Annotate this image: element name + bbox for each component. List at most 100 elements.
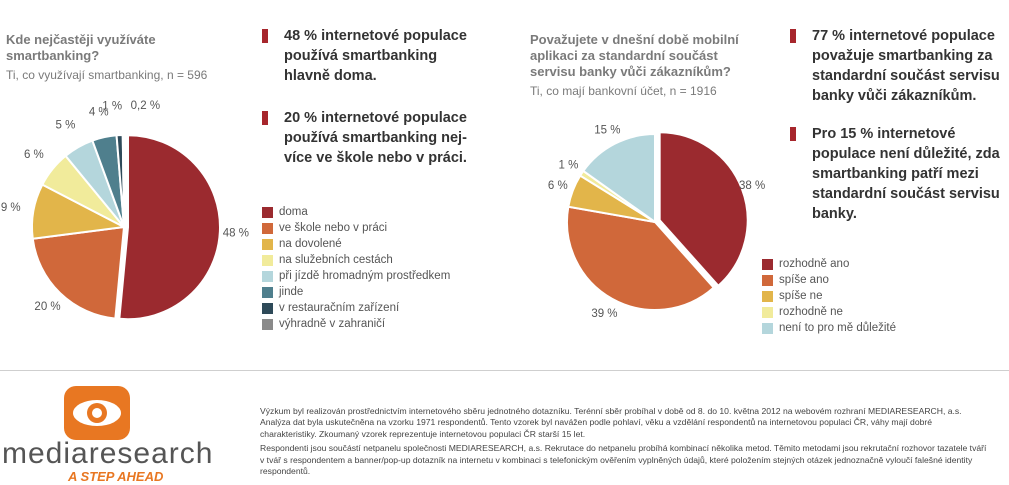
right-pie-chart: 38 % 39 % 6 % 1 % 15 % <box>548 125 765 320</box>
highlight-line: 77 % internetové populace <box>812 28 995 44</box>
legend-swatch <box>262 286 273 298</box>
legend-item: doma <box>262 204 450 220</box>
pie-data-label: 9 % <box>1 202 21 214</box>
highlight-line: používá smartbanking <box>284 48 438 64</box>
legend-swatch <box>262 270 273 282</box>
footer-line: v tvář s respondentem a banner/pop-up do… <box>260 454 973 465</box>
legend-item: na dovolené <box>262 236 450 252</box>
legend-label: výhradně v zahraničí <box>279 318 386 330</box>
legend-swatch <box>762 274 773 286</box>
right-title-line: Považujete v dnešní době mobilní <box>530 32 739 47</box>
legend-swatch <box>762 306 773 318</box>
legend-label: spíše ano <box>779 274 829 286</box>
left-highlight-1: 48 % internetové populace používá smartb… <box>262 26 502 86</box>
pie-data-label: 0,2 % <box>131 100 160 112</box>
legend-swatch <box>262 238 273 250</box>
highlight-marker <box>262 111 268 125</box>
legend-label: jinde <box>279 286 304 298</box>
footer-methodology: Výzkum byl realizován prostřednictvím in… <box>260 406 1000 477</box>
highlight-line: populace není důležité, zda <box>812 146 1000 162</box>
legend-label: ve škole nebo v práci <box>279 222 388 234</box>
highlight-line: smartbanking patří mezi <box>812 166 979 182</box>
legend-label: na dovolené <box>279 238 342 250</box>
highlight-line: 48 % internetové populace <box>284 28 467 44</box>
pie-data-label: 1 % <box>102 101 122 113</box>
legend-item: v restauračním zařízení <box>262 300 450 316</box>
highlight-marker <box>262 29 268 43</box>
highlight-line: považuje smartbanking za <box>812 48 993 64</box>
brand-tagline: A STEP AHEAD <box>68 469 164 484</box>
right-chart-subtitle: Ti, co mají bankovní účet, n = 1916 <box>530 84 717 98</box>
pie-slice <box>581 132 656 224</box>
legend-label: není to pro mě důležité <box>779 322 896 334</box>
pie-data-label: 20 % <box>34 301 60 313</box>
legend-label: v restauračním zařízení <box>279 302 400 314</box>
legend-label: spíše ne <box>779 290 823 302</box>
highlight-line: Pro 15 % internetové <box>812 126 956 142</box>
pie-data-label: 15 % <box>594 125 620 137</box>
pie-data-label: 6 % <box>24 149 44 161</box>
right-highlight-1: 77 % internetové populace považuje smart… <box>790 26 1005 106</box>
legend-swatch <box>262 318 273 330</box>
legend-label: rozhodně ne <box>779 306 843 318</box>
highlight-line: banky vůči zákazníkům. <box>812 88 977 104</box>
legend-item: při jízdě hromadným prostředkem <box>262 268 450 284</box>
right-chart-title: Považujete v dnešní době mobilní aplikac… <box>530 32 739 80</box>
legend-item: ve škole nebo v práci <box>262 220 450 236</box>
pie-data-label: 4 % <box>89 107 109 119</box>
highlight-line: standardní součást servisu <box>812 68 1000 84</box>
left-highlight-2: 20 % internetové populace používá smartb… <box>262 108 502 168</box>
legend-item: výhradně v zahraničí <box>262 316 450 332</box>
highlight-marker <box>790 29 796 43</box>
left-legend: doma ve škole nebo v práci na dovolené na s… <box>262 204 450 332</box>
footer-line: charakteristiky. Zkoumaný vzorek repreze… <box>260 428 586 439</box>
right-highlight-2: Pro 15 % internetové populace není důlež… <box>790 124 1005 224</box>
legend-item: rozhodně ne <box>762 304 896 320</box>
legend-swatch <box>262 302 273 314</box>
legend-item: není to pro mě důležité <box>762 320 896 336</box>
pie-slice <box>658 131 749 288</box>
left-title-line: Kde nejčastěji využíváte <box>6 32 156 47</box>
legend-item: jinde <box>262 284 450 300</box>
highlight-line: banky. <box>812 206 857 222</box>
legend-label: rozhodně ano <box>779 258 850 270</box>
legend-swatch <box>262 206 273 218</box>
left-pie-chart: 48 % 20 % 9 % 6 % 5 % 4 %1 % 0,2 % <box>1 100 249 321</box>
right-title-line: aplikaci za standardní součást <box>530 48 718 63</box>
footer-line: Výzkum byl realizován prostřednictvím in… <box>260 406 962 416</box>
brand-wordmark: mediaresearch <box>2 437 214 470</box>
right-legend: rozhodně ano spíše ano spíše ne rozhodně ne… <box>762 256 896 336</box>
footer-line: respondentů. <box>260 466 311 477</box>
highlight-line: používá smartbanking nej- <box>284 130 467 146</box>
pie-data-label: 5 % <box>56 120 76 132</box>
mediaresearch-logo-icon <box>64 386 130 440</box>
highlight-line: hlavně doma. <box>284 68 377 84</box>
legend-item: spíše ano <box>762 272 896 288</box>
legend-swatch <box>762 258 773 270</box>
legend-item: spíše ne <box>762 288 896 304</box>
right-highlights: 77 % internetové populace považuje smart… <box>790 26 1005 224</box>
left-title-line: smartbanking? <box>6 48 100 63</box>
legend-label: na služebních cestách <box>279 254 393 266</box>
legend-item: na služebních cestách <box>262 252 450 268</box>
highlight-line: standardní součást servisu <box>812 186 1000 202</box>
highlight-line: 20 % internetové populace <box>284 110 467 126</box>
legend-swatch <box>762 322 773 334</box>
legend-swatch <box>762 290 773 302</box>
pie-data-label: 6 % <box>548 180 568 192</box>
right-title-line: servisu banky vůči zákazníkům? <box>530 64 731 79</box>
legend-label: doma <box>279 206 308 218</box>
pie-data-label: 1 % <box>558 159 578 171</box>
left-highlights: 48 % internetové populace používá smartb… <box>262 26 502 168</box>
pie-slice <box>566 205 716 311</box>
pie-data-label: 38 % <box>739 180 765 192</box>
pie-slice <box>121 133 125 228</box>
pie-slice <box>118 134 221 321</box>
highlight-line: více ve škole nebo v práci. <box>284 150 467 166</box>
legend-swatch <box>262 222 273 234</box>
footer-line: Respondenti jsou součástí netpanelu spol… <box>260 443 987 454</box>
highlight-marker <box>790 127 796 141</box>
legend-item: rozhodně ano <box>762 256 896 272</box>
left-chart-subtitle: Ti, co využívají smartbanking, n = 596 <box>6 68 208 82</box>
pie-slice <box>31 225 126 320</box>
